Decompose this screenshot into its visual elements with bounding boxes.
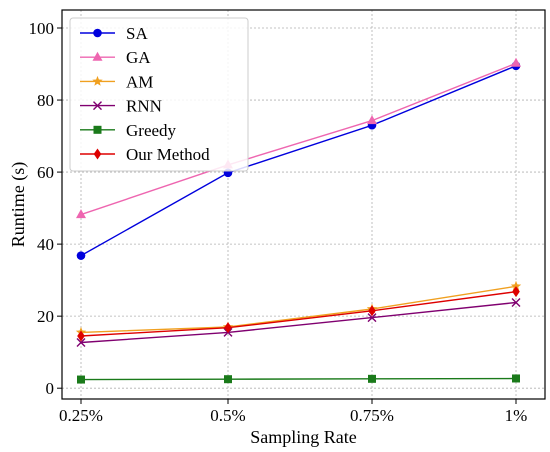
- legend-label-ga: GA: [126, 48, 151, 67]
- x-tick-label: 0.25%: [59, 406, 103, 425]
- data-point-our-method: [368, 305, 376, 317]
- y-tick-label: 80: [37, 91, 54, 110]
- data-point-greedy: [224, 375, 232, 384]
- series-line-sa: [80, 65, 517, 257]
- tick-labels: 0.25% 0.5% 0.75% 1% 0 20 40 60 80 100: [29, 19, 528, 425]
- series-line-rnn: [80, 301, 517, 344]
- legend-marker-rnn: [93, 101, 102, 111]
- series-line-greedy: [80, 377, 517, 381]
- legend-marker-greedy: [93, 125, 102, 134]
- legend-item-sa: SA: [80, 24, 148, 43]
- y-tick-label: 0: [46, 379, 55, 398]
- legend-label-our-method: Our Method: [126, 145, 210, 164]
- legend-label-greedy: Greedy: [126, 121, 177, 140]
- series-line-am: [80, 285, 517, 334]
- data-point-our-method: [77, 330, 85, 342]
- legend-label-rnn: RNN: [126, 97, 162, 116]
- data-point-rnn: [511, 297, 521, 307]
- data-point-greedy: [512, 374, 520, 383]
- series-line-our-method: [80, 291, 517, 337]
- y-tick-label: 100: [29, 19, 55, 38]
- legend-item-ga: GA: [80, 48, 151, 67]
- series-line-ga: [80, 62, 517, 216]
- data-point-our-method: [224, 322, 232, 334]
- y-tick-label: 60: [37, 163, 54, 182]
- data-point-ga: [76, 209, 86, 219]
- data-point-ga: [367, 115, 377, 125]
- legend-box: [69, 17, 249, 172]
- legend-item-rnn: RNN: [80, 97, 162, 116]
- legend-item-greedy: Greedy: [80, 121, 177, 140]
- series-greedy: [77, 374, 520, 384]
- legend-marker-our-method: [93, 148, 102, 160]
- data-point-rnn: [367, 313, 377, 323]
- data-point-ga: [511, 57, 521, 67]
- legend-item-am: AM: [80, 72, 153, 91]
- series-rnn: [76, 297, 521, 347]
- y-tick-label: 20: [37, 307, 54, 326]
- x-tick-label: 0.5%: [210, 406, 245, 425]
- plot-frame: [61, 9, 546, 400]
- x-axis-label: Sampling Rate: [250, 427, 357, 447]
- legend-label-sa: SA: [126, 24, 148, 43]
- legend-marker-sa: [93, 28, 102, 38]
- series-layer: [75, 57, 522, 384]
- legend-item-our-method: Our Method: [80, 145, 210, 164]
- legend-marker-ga: [92, 51, 103, 61]
- x-tick-label: 0.75%: [350, 406, 394, 425]
- y-axis-label: Runtime (s): [8, 162, 29, 248]
- data-point-rnn: [76, 337, 86, 347]
- data-point-greedy: [77, 375, 85, 384]
- data-point-am: [510, 280, 522, 291]
- legend-marker-am: [92, 75, 103, 86]
- legend-label-am: AM: [126, 72, 153, 91]
- legend: SA GA AM RNN Greedy Our Method: [69, 17, 249, 172]
- x-tick-label: 1%: [505, 406, 528, 425]
- data-point-sa: [76, 251, 86, 260]
- data-point-greedy: [368, 374, 376, 383]
- series-our-method: [77, 286, 520, 342]
- y-tick-label: 40: [37, 235, 54, 254]
- data-point-our-method: [512, 286, 520, 298]
